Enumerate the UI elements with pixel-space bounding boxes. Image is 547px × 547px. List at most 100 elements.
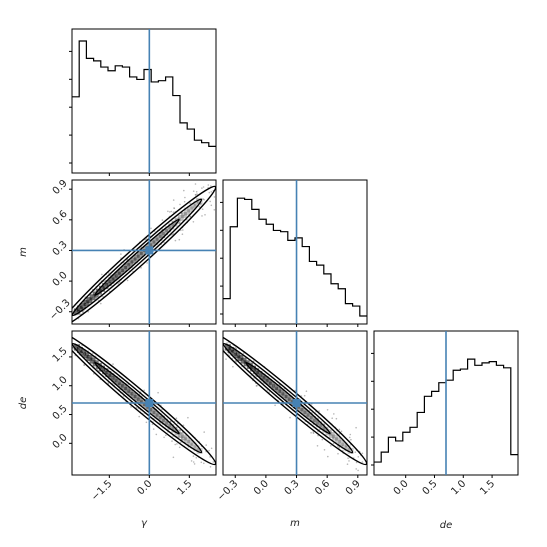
- sample-point: [79, 308, 82, 311]
- density-cell: [184, 209, 191, 216]
- density-cell: [89, 357, 96, 364]
- density-cell: [89, 294, 96, 301]
- sample-point: [240, 356, 243, 359]
- sample-point: [347, 457, 349, 460]
- density-cell: [240, 357, 247, 364]
- sample-point: [357, 456, 360, 458]
- sample-point: [120, 253, 122, 255]
- sample-point: [226, 346, 228, 349]
- sample-point: [330, 430, 332, 432]
- xtick-label-m: 0.3: [283, 478, 302, 497]
- sample-point: [93, 357, 95, 359]
- sample-point: [103, 290, 106, 292]
- sample-point: [349, 433, 352, 436]
- sample-point: [138, 415, 140, 418]
- density-cell: [95, 362, 102, 369]
- ytick-label-m: 0.9: [51, 178, 70, 197]
- sample-point: [92, 361, 94, 363]
- density-cell: [193, 445, 200, 452]
- sample-point: [83, 364, 85, 366]
- sample-point: [90, 296, 93, 298]
- sample-point: [250, 361, 252, 364]
- sample-point: [155, 433, 158, 436]
- sample-point: [175, 417, 178, 420]
- sample-point: [174, 443, 176, 446]
- sample-point: [327, 455, 329, 458]
- density-cell: [265, 378, 272, 385]
- sample-point: [200, 203, 202, 206]
- sample-point: [350, 438, 352, 441]
- sample-point: [348, 436, 351, 439]
- panel-hist-de: [371, 330, 519, 478]
- ylabel-m: m: [18, 247, 29, 257]
- sample-point: [294, 389, 297, 392]
- sample-point: [112, 276, 114, 279]
- sample-point: [369, 455, 371, 457]
- sample-point: [312, 431, 315, 433]
- sample-point: [341, 444, 344, 447]
- sample-point: [235, 347, 237, 350]
- sample-point: [192, 221, 195, 223]
- density-cell: [259, 373, 266, 380]
- density-cell: [180, 434, 187, 441]
- sample-point: [152, 428, 155, 430]
- histogram-m: [223, 197, 367, 317]
- sample-point: [114, 379, 117, 381]
- sample-point: [229, 343, 231, 346]
- panel-hist-m: [220, 179, 368, 327]
- density-cell: [309, 416, 316, 423]
- sample-point: [173, 207, 175, 209]
- sample-point: [234, 351, 237, 353]
- density-cell: [331, 434, 338, 441]
- sample-point: [155, 403, 157, 406]
- sample-point: [232, 352, 234, 355]
- sample-point: [193, 463, 196, 465]
- sample-point: [305, 412, 308, 414]
- sample-point: [101, 273, 103, 276]
- density-cell: [341, 442, 348, 449]
- sample-point: [81, 353, 83, 355]
- sample-point: [171, 233, 174, 236]
- sample-point: [263, 378, 265, 380]
- sample-point: [274, 404, 276, 407]
- sample-point: [108, 372, 110, 375]
- scatter-de-vs-gamma: [72, 331, 216, 468]
- sample-point: [203, 462, 205, 465]
- sample-point: [167, 210, 169, 213]
- sample-point: [212, 461, 215, 463]
- sample-point: [330, 445, 332, 447]
- sample-point: [172, 456, 175, 459]
- sample-point: [213, 209, 216, 211]
- sample-point: [277, 390, 280, 393]
- sample-point: [305, 390, 308, 393]
- sample-point: [312, 432, 315, 435]
- sample-point: [190, 443, 193, 446]
- sample-point: [302, 407, 305, 410]
- sample-point: [106, 371, 109, 374]
- sample-point: [183, 200, 186, 203]
- sample-point: [289, 400, 292, 403]
- ylabel-de: de: [18, 397, 29, 410]
- density-cell: [322, 426, 329, 433]
- density-cell: [114, 271, 121, 278]
- density-cell: [187, 439, 194, 446]
- contour-level-3: [94, 218, 180, 296]
- sample-point: [213, 196, 216, 198]
- sample-point: [307, 413, 310, 415]
- density-cell: [76, 305, 83, 312]
- sample-point: [345, 445, 347, 448]
- xtick-label-m: −0.3: [215, 478, 240, 503]
- sample-point: [90, 359, 92, 362]
- sample-point: [193, 204, 196, 206]
- sample-point: [96, 363, 98, 366]
- density-cell: [158, 416, 165, 423]
- density-cell: [127, 260, 134, 267]
- sample-point: [178, 222, 181, 224]
- sample-point: [357, 469, 359, 472]
- sample-point: [99, 366, 102, 369]
- sample-point: [130, 406, 132, 408]
- hist-frame-gamma: [71, 28, 217, 174]
- sample-point: [209, 466, 212, 468]
- sample-point: [196, 198, 198, 200]
- density-cell: [268, 381, 275, 388]
